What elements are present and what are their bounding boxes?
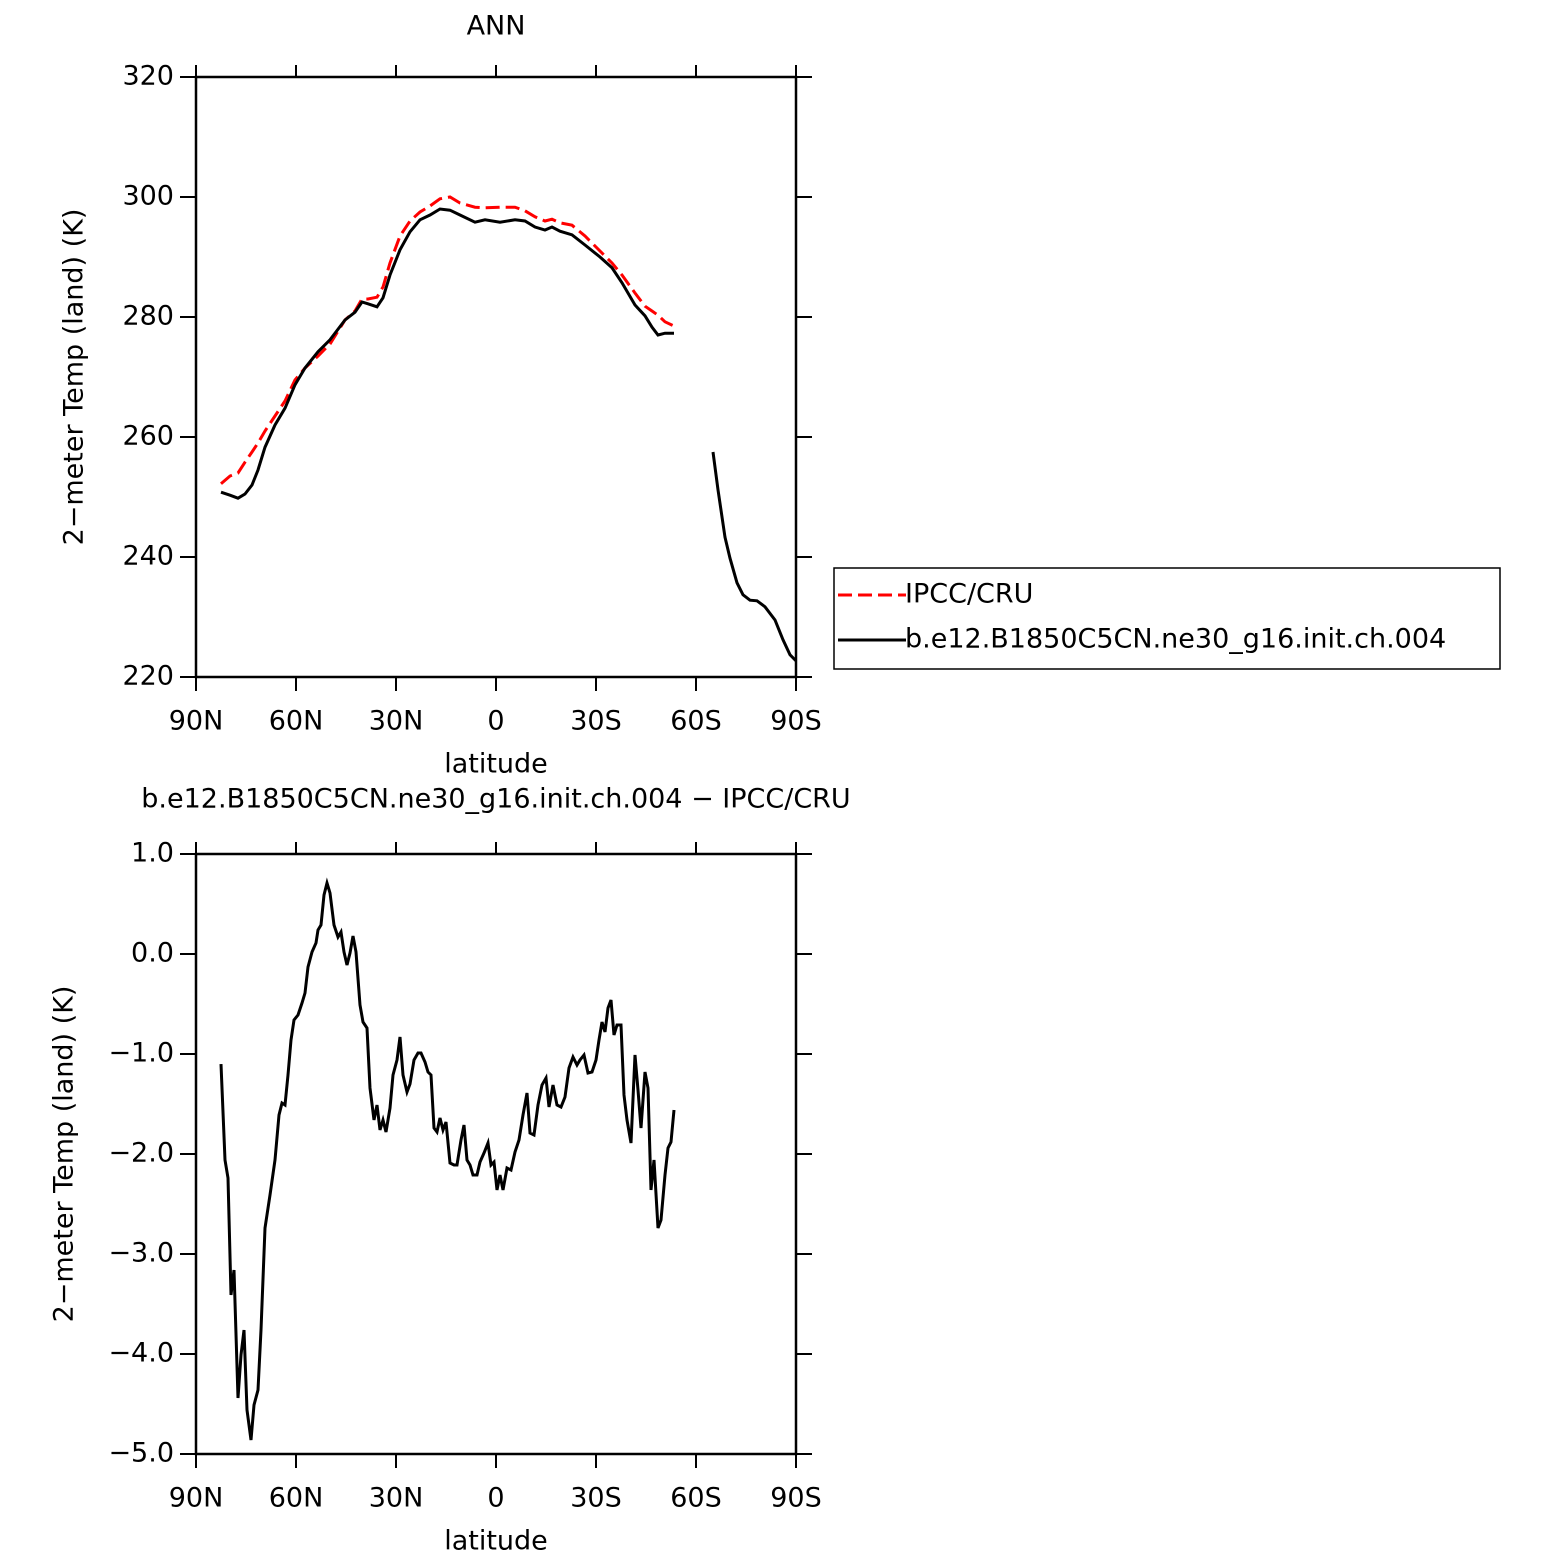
x-tick-label: 30S bbox=[570, 1483, 622, 1514]
y-tick-label: 260 bbox=[122, 421, 174, 452]
legend-label: b.e12.B1850C5CN.ne30_g16.init.ch.004 bbox=[905, 624, 1446, 655]
x-tick-label: 60S bbox=[670, 706, 722, 737]
y-tick-label: 240 bbox=[122, 541, 174, 572]
y-tick-label: −4.0 bbox=[108, 1338, 174, 1369]
y-tick-label: −2.0 bbox=[108, 1138, 174, 1169]
x-tick-label: 30N bbox=[369, 1483, 424, 1514]
y-tick-label: 320 bbox=[122, 61, 174, 92]
x-tick-label: 90N bbox=[169, 1483, 224, 1514]
x-tick-label: 30N bbox=[369, 706, 424, 737]
data-line bbox=[220, 207, 798, 662]
y-tick-label: −1.0 bbox=[108, 1038, 174, 1069]
x-axis-label: latitude bbox=[444, 1526, 548, 1557]
y-tick-label: 0.0 bbox=[131, 938, 174, 969]
x-tick-label: 90N bbox=[169, 706, 224, 737]
y-tick-label: −3.0 bbox=[108, 1238, 174, 1269]
plot-frame bbox=[194, 852, 798, 1456]
x-tick-label: 0 bbox=[487, 1483, 504, 1514]
chart-title: b.e12.B1850C5CN.ne30_g16.init.ch.004 − I… bbox=[141, 784, 850, 815]
x-tick-label: 30S bbox=[570, 706, 622, 737]
x-tick-label: 60N bbox=[269, 1483, 324, 1514]
y-axis-label: 2−meter Temp (land) (K) bbox=[49, 986, 80, 1323]
y-tick-label: 280 bbox=[122, 301, 174, 332]
y-tick-label: 300 bbox=[122, 181, 174, 212]
x-tick-label: 90S bbox=[770, 706, 822, 737]
data-line bbox=[219, 877, 676, 1441]
x-tick-label: 0 bbox=[487, 706, 504, 737]
y-tick-label: 220 bbox=[122, 661, 174, 692]
x-axis-label: latitude bbox=[444, 749, 548, 780]
legend-label: IPCC/CRU bbox=[905, 579, 1033, 610]
y-tick-label: −5.0 bbox=[108, 1438, 174, 1469]
data-line bbox=[220, 195, 675, 485]
y-tick-label: 1.0 bbox=[131, 838, 174, 869]
plot-frame bbox=[194, 75, 798, 679]
x-tick-label: 90S bbox=[770, 1483, 822, 1514]
x-tick-label: 60S bbox=[670, 1483, 722, 1514]
x-tick-label: 60N bbox=[269, 706, 324, 737]
legend-box bbox=[833, 567, 1501, 670]
chart-title: ANN bbox=[467, 11, 526, 42]
y-axis-label: 2−meter Temp (land) (K) bbox=[59, 209, 90, 546]
